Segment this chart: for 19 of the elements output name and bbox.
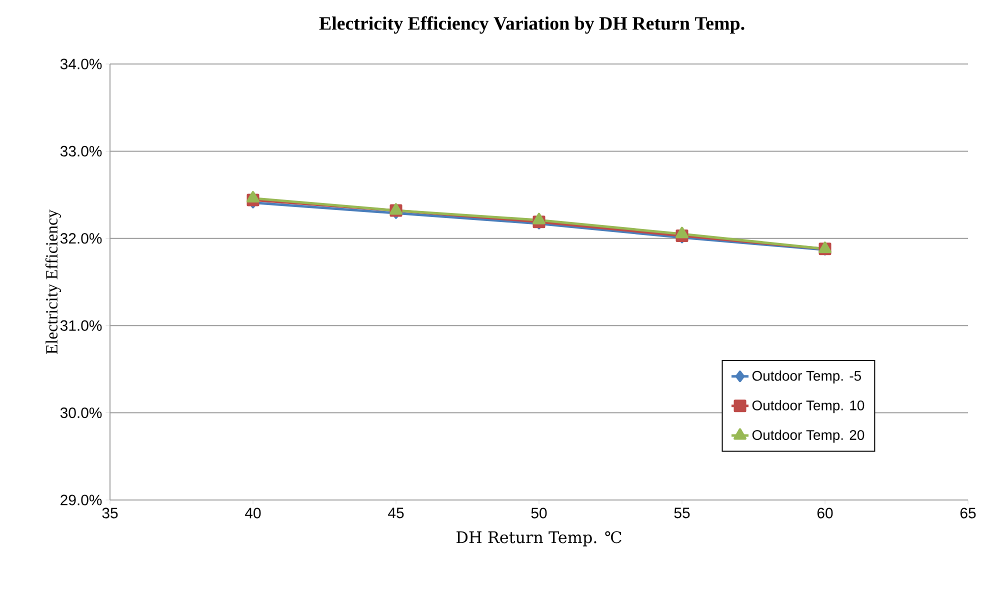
x-tick-label: 45 — [388, 508, 404, 518]
x-tick-label: 55 — [674, 508, 690, 518]
x-tick-label: 65 — [960, 508, 976, 518]
x-tick-label: 40 — [245, 508, 261, 518]
chart-title: Electricity Efficiency Variation by DH Return Temp. — [319, 16, 744, 34]
y-tick-label: 32.0% — [60, 233, 102, 244]
x-tick-label: 35 — [102, 508, 118, 518]
legend-label: Outdoor Temp. 10 — [752, 400, 864, 414]
y-tick-label: 30.0% — [60, 408, 102, 418]
x-tick-label: 60 — [817, 508, 833, 518]
y-tick-label: 33.0% — [60, 146, 102, 156]
legend-label: Outdoor Temp. 20 — [752, 430, 864, 443]
y-tick-label: 34.0% — [60, 58, 102, 70]
legend-label: Outdoor Temp. -5 — [752, 370, 861, 384]
x-axis-title: DH Return Temp. ℃ — [456, 531, 622, 546]
y-tick-label: 31.0% — [60, 320, 102, 331]
x-tick-label: 50 — [531, 508, 547, 518]
y-axis-title: Electricity Efficiency — [45, 210, 62, 354]
y-tick-label: 29.0% — [60, 494, 102, 506]
